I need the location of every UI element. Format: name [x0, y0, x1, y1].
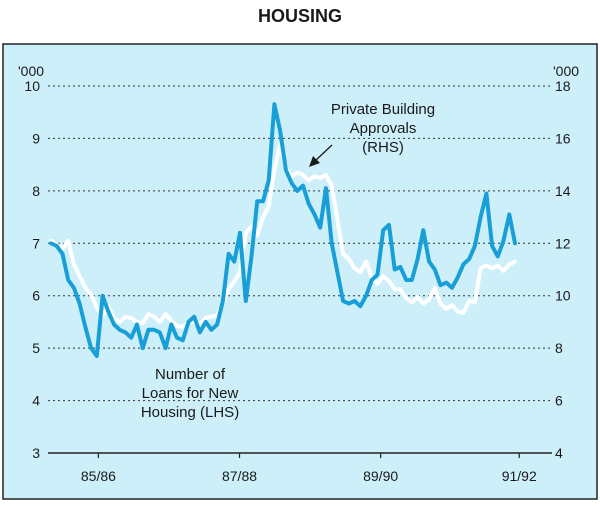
rhs-series-annotation: Private Building Approvals (RHS) [309, 101, 435, 167]
lhs-series-annotation: Number of Loans for New Housing (LHS) [141, 366, 239, 421]
right-tick-label: 16 [555, 130, 571, 146]
lhs-label-line-1: Number of [155, 366, 226, 383]
left-axis-ticks: 3 4 5 6 7 8 9 10 [24, 78, 40, 461]
left-tick-label: 5 [32, 340, 40, 356]
x-tick-label: 89/90 [363, 468, 398, 484]
left-tick-label: 9 [32, 130, 40, 146]
gridlines [48, 85, 552, 402]
rhs-label-line-2: Approvals [350, 120, 417, 137]
right-tick-label: 10 [555, 288, 571, 304]
right-tick-label: 6 [555, 393, 563, 409]
x-tick-label: 91/92 [502, 468, 537, 484]
left-unit-label: '000 [18, 63, 44, 79]
right-unit-label: '000 [553, 63, 579, 79]
x-axis-ticks: 85/86 87/88 89/90 91/92 [81, 453, 537, 484]
lhs-label-line-3: Housing (LHS) [141, 404, 239, 421]
left-tick-label: 3 [32, 445, 40, 461]
lhs-label-line-2: Loans for New [142, 385, 239, 402]
left-tick-label: 7 [32, 235, 40, 251]
right-tick-label: 18 [555, 78, 571, 94]
rhs-label-line-3: (RHS) [362, 139, 404, 156]
left-tick-label: 4 [32, 393, 40, 409]
right-axis-ticks: 4 6 8 10 12 14 16 18 [555, 78, 571, 461]
rhs-label-line-1: Private Building [331, 101, 435, 118]
rhs-pointer-arrow-shaft [314, 144, 333, 162]
chart-title: HOUSING [258, 6, 342, 26]
right-tick-label: 12 [555, 235, 571, 251]
left-tick-label: 10 [24, 78, 40, 94]
right-tick-label: 8 [555, 340, 563, 356]
x-tick-label: 87/88 [222, 468, 257, 484]
right-tick-label: 4 [555, 445, 563, 461]
right-tick-label: 14 [555, 183, 571, 199]
plot-area [2, 43, 598, 500]
rhs-pointer-arrow-head [309, 156, 320, 167]
left-tick-label: 6 [32, 288, 40, 304]
x-tick-label: 85/86 [81, 468, 116, 484]
series-lines [49, 102, 517, 358]
left-tick-label: 8 [32, 183, 40, 199]
loans-series-line [49, 102, 517, 358]
